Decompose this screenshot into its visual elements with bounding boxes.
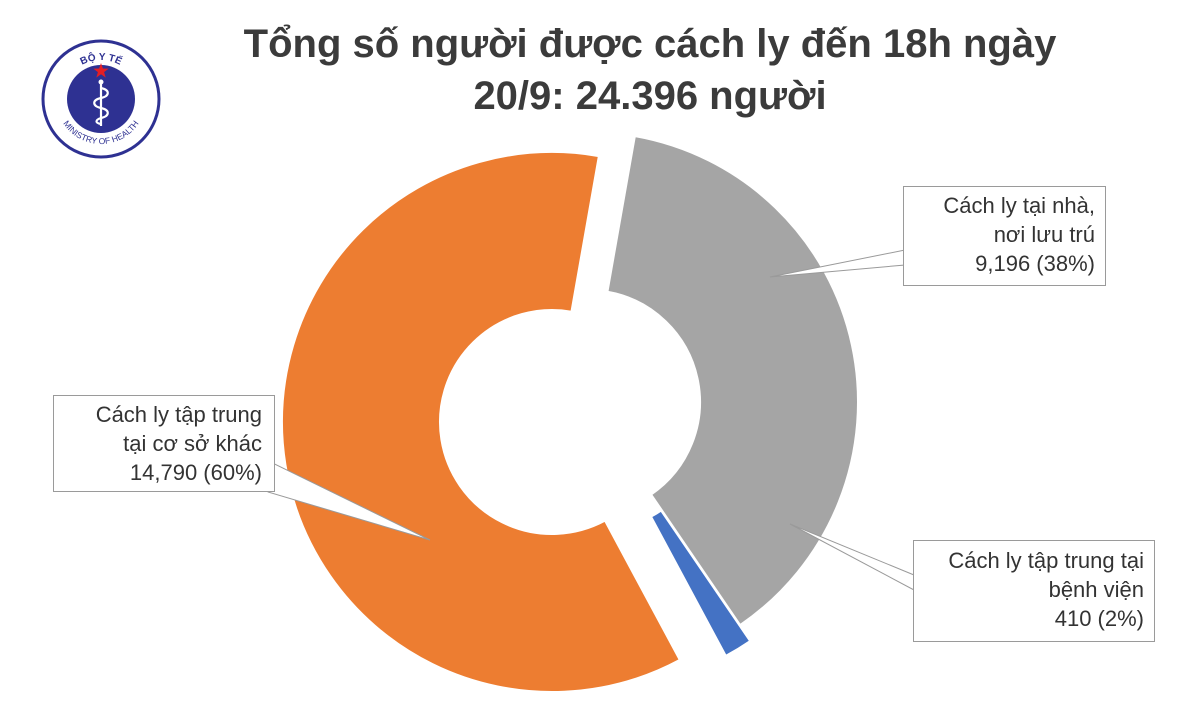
data-label-home-line-1: Cách ly tại nhà, (943, 193, 1095, 218)
data-label-hospital: Cách ly tập trung tại bệnh viện 410 (2%) (913, 540, 1155, 642)
chart-title-line-2: 20/9: 24.396 người (473, 74, 827, 118)
ministry-of-health-logo: BỘ Y TẾ MINISTRY OF HEALTH (41, 39, 161, 159)
svg-text:BỘ Y TẾ: BỘ Y TẾ (79, 50, 125, 67)
data-label-hospital-line-2: bệnh viện (1048, 577, 1144, 602)
data-label-hospital-value: 410 (2%) (1054, 606, 1144, 631)
chart-title-line-1: Tổng số người được cách ly đến 18h ngày (243, 22, 1057, 66)
data-label-facility-value: 14,790 (60%) (129, 460, 262, 485)
data-label-home-line-2: nơi lưu trú (993, 222, 1095, 247)
donut-slice-facility (281, 151, 682, 693)
caduceus-icon (93, 79, 109, 126)
data-label-hospital-line-1: Cách ly tập trung tại (948, 548, 1144, 573)
donut-slice-hospital (649, 509, 752, 658)
donut-slices (281, 134, 859, 693)
leader-lines (248, 249, 915, 591)
data-label-facility-line-2: tại cơ sở khác (123, 431, 262, 456)
data-label-home-value: 9,196 (38%) (975, 251, 1095, 276)
data-label-home: Cách ly tại nhà, nơi lưu trú 9,196 (38%) (903, 186, 1106, 286)
donut-slice-home (606, 134, 859, 627)
star-icon (93, 63, 109, 78)
data-label-facility-line-1: Cách ly tập trung (95, 402, 262, 427)
logo-top-text: BỘ Y TẾ (79, 50, 125, 67)
data-label-facility: Cách ly tập trung tại cơ sở khác 14,790 … (53, 395, 275, 492)
